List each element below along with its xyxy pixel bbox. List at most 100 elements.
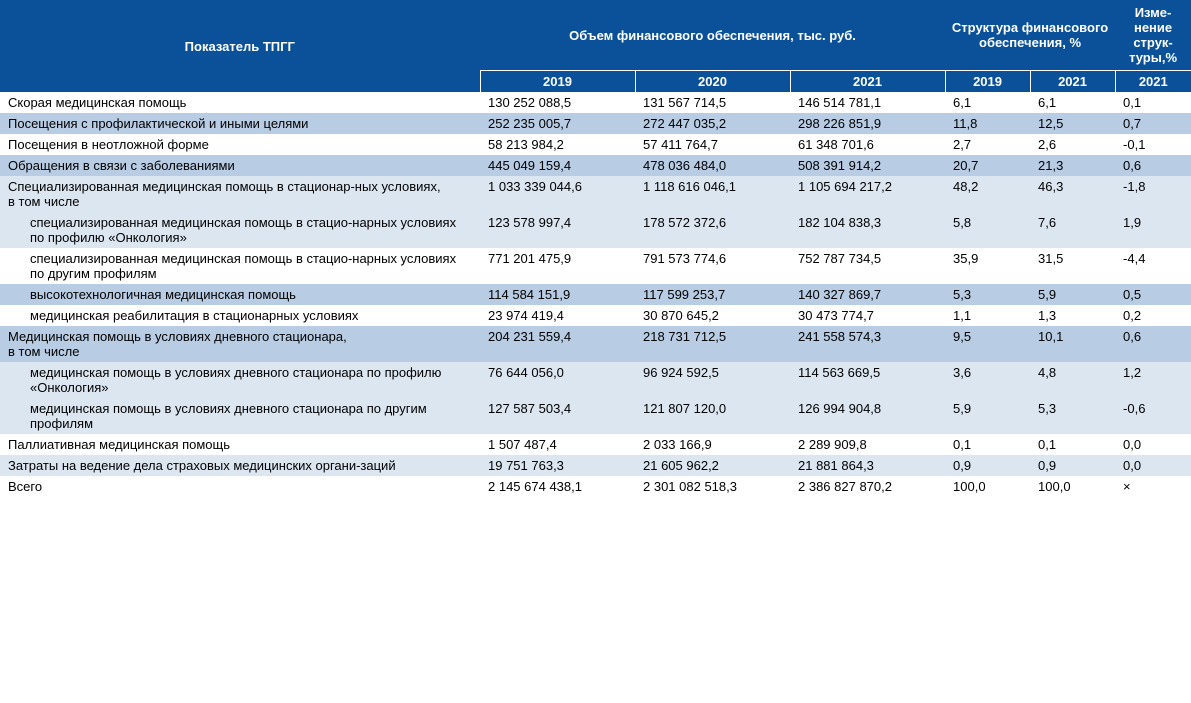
row-label: высокотехнологичная медицинская помощь <box>0 284 480 305</box>
row-label: Посещения в неотложной форме <box>0 134 480 155</box>
table-header: Показатель ТПГГ Объем финансового обеспе… <box>0 0 1191 92</box>
cell: 241 558 574,3 <box>790 326 945 362</box>
table-body: Скорая медицинская помощь130 252 088,513… <box>0 92 1191 497</box>
cell: 21,3 <box>1030 155 1115 176</box>
cell: 46,3 <box>1030 176 1115 212</box>
row-label: Посещения с профилактической и иными цел… <box>0 113 480 134</box>
cell: 11,8 <box>945 113 1030 134</box>
cell: 31,5 <box>1030 248 1115 284</box>
sub-2021-chg: 2021 <box>1115 71 1191 93</box>
row-label: Всего <box>0 476 480 497</box>
cell: 96 924 592,5 <box>635 362 790 398</box>
cell: 6,1 <box>1030 92 1115 113</box>
cell: 126 994 904,8 <box>790 398 945 434</box>
row-label: Специализированная медицинская помощь в … <box>0 176 480 212</box>
row-label: специализированная медицинская помощь в … <box>0 248 480 284</box>
cell: 218 731 712,5 <box>635 326 790 362</box>
cell: 2 145 674 438,1 <box>480 476 635 497</box>
cell: 0,0 <box>1115 434 1191 455</box>
row-label: медицинская помощь в условиях дневного с… <box>0 362 480 398</box>
cell: 2 033 166,9 <box>635 434 790 455</box>
table-row: Посещения в неотложной форме58 213 984,2… <box>0 134 1191 155</box>
cell: 30 870 645,2 <box>635 305 790 326</box>
cell: 204 231 559,4 <box>480 326 635 362</box>
table-row: Всего2 145 674 438,12 301 082 518,32 386… <box>0 476 1191 497</box>
cell: 114 584 151,9 <box>480 284 635 305</box>
cell: 0,9 <box>945 455 1030 476</box>
cell: 478 036 484,0 <box>635 155 790 176</box>
cell: 0,9 <box>1030 455 1115 476</box>
table-row: Посещения с профилактической и иными цел… <box>0 113 1191 134</box>
cell: -0,1 <box>1115 134 1191 155</box>
cell: 5,3 <box>945 284 1030 305</box>
cell: 100,0 <box>945 476 1030 497</box>
cell: 752 787 734,5 <box>790 248 945 284</box>
row-label: Скорая медицинская помощь <box>0 92 480 113</box>
table-row: Паллиативная медицинская помощь1 507 487… <box>0 434 1191 455</box>
cell: 23 974 419,4 <box>480 305 635 326</box>
cell: 76 644 056,0 <box>480 362 635 398</box>
row-label: Обращения в связи с заболеваниями <box>0 155 480 176</box>
row-label: Затраты на ведение дела страховых медици… <box>0 455 480 476</box>
cell: 100,0 <box>1030 476 1115 497</box>
cell: 12,5 <box>1030 113 1115 134</box>
cell: 5,9 <box>1030 284 1115 305</box>
cell: 1,2 <box>1115 362 1191 398</box>
cell: 21 605 962,2 <box>635 455 790 476</box>
row-label: медицинская реабилитация в стационарных … <box>0 305 480 326</box>
cell: 178 572 372,6 <box>635 212 790 248</box>
cell: 114 563 669,5 <box>790 362 945 398</box>
cell: 0,1 <box>1030 434 1115 455</box>
cell: 2 301 082 518,3 <box>635 476 790 497</box>
row-label: Паллиативная медицинская помощь <box>0 434 480 455</box>
sub-2021-str: 2021 <box>1030 71 1115 93</box>
cell: 21 881 864,3 <box>790 455 945 476</box>
col-indicator: Показатель ТПГГ <box>0 0 480 92</box>
sub-2019-vol: 2019 <box>480 71 635 93</box>
table-row: медицинская реабилитация в стационарных … <box>0 305 1191 326</box>
table-row: Обращения в связи с заболеваниями445 049… <box>0 155 1191 176</box>
table-row: Скорая медицинская помощь130 252 088,513… <box>0 92 1191 113</box>
table-row: Затраты на ведение дела страховых медици… <box>0 455 1191 476</box>
cell: -0,6 <box>1115 398 1191 434</box>
cell: 10,1 <box>1030 326 1115 362</box>
colgroup-structure: Структура финансового обеспечения, % <box>945 0 1115 71</box>
cell: 1 033 339 044,6 <box>480 176 635 212</box>
cell: 0,6 <box>1115 326 1191 362</box>
cell: 771 201 475,9 <box>480 248 635 284</box>
sub-2020-vol: 2020 <box>635 71 790 93</box>
cell: 0,1 <box>1115 92 1191 113</box>
cell: 131 567 714,5 <box>635 92 790 113</box>
sub-2019-str: 2019 <box>945 71 1030 93</box>
cell: 1,9 <box>1115 212 1191 248</box>
cell: 252 235 005,7 <box>480 113 635 134</box>
cell: 117 599 253,7 <box>635 284 790 305</box>
cell: 140 327 869,7 <box>790 284 945 305</box>
cell: 298 226 851,9 <box>790 113 945 134</box>
cell: 6,1 <box>945 92 1030 113</box>
table-row: медицинская помощь в условиях дневного с… <box>0 398 1191 434</box>
financial-table: Показатель ТПГГ Объем финансового обеспе… <box>0 0 1191 497</box>
cell: 3,6 <box>945 362 1030 398</box>
cell: 146 514 781,1 <box>790 92 945 113</box>
cell: 4,8 <box>1030 362 1115 398</box>
cell: 123 578 997,4 <box>480 212 635 248</box>
cell: 48,2 <box>945 176 1030 212</box>
colgroup-volume: Объем финансового обеспечения, тыс. руб. <box>480 0 945 71</box>
cell: 2 289 909,8 <box>790 434 945 455</box>
table-row: медицинская помощь в условиях дневного с… <box>0 362 1191 398</box>
cell: 0,7 <box>1115 113 1191 134</box>
sub-2021-vol: 2021 <box>790 71 945 93</box>
table-row: Медицинская помощь в условиях дневного с… <box>0 326 1191 362</box>
cell: 130 252 088,5 <box>480 92 635 113</box>
cell: 5,8 <box>945 212 1030 248</box>
cell: × <box>1115 476 1191 497</box>
cell: 791 573 774,6 <box>635 248 790 284</box>
cell: 5,9 <box>945 398 1030 434</box>
cell: 1 507 487,4 <box>480 434 635 455</box>
cell: 61 348 701,6 <box>790 134 945 155</box>
cell: 2,7 <box>945 134 1030 155</box>
cell: 2,6 <box>1030 134 1115 155</box>
cell: 30 473 774,7 <box>790 305 945 326</box>
colgroup-change: Изме-нение струк-туры,% <box>1115 0 1191 71</box>
